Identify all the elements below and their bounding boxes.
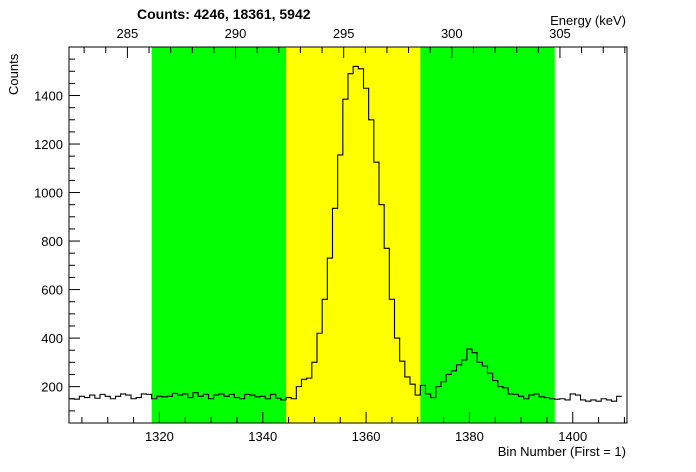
- y-tick-label: 800: [41, 234, 63, 249]
- x-tick-label: 1360: [352, 429, 381, 444]
- region-peak: [286, 47, 421, 423]
- y-tick-label: 1200: [34, 137, 63, 152]
- energy-tick-label: 290: [225, 26, 247, 41]
- axes: [68, 46, 628, 424]
- y-tick-label: 400: [41, 331, 63, 346]
- histogram-line: [69, 65, 622, 402]
- y-tick-label: 1000: [34, 186, 63, 201]
- energy-tick-label: 295: [333, 26, 355, 41]
- chart-title: Counts: 4246, 18361, 5942: [137, 6, 311, 22]
- energy-tick-label: 285: [117, 26, 139, 41]
- x-axis-title: Bin Number (First = 1): [498, 444, 626, 459]
- y-tick-label: 200: [41, 380, 63, 395]
- integration-regions: [151, 47, 555, 423]
- x-tick-label: 1320: [145, 429, 174, 444]
- x-tick-label: 1400: [558, 429, 587, 444]
- y-axis-title: Counts: [6, 53, 21, 95]
- energy-tick-label: 300: [441, 26, 463, 41]
- x-tick-label: 1340: [248, 429, 277, 444]
- tick-labels: 1320 1340 1360 1380 1400 285 290 295 300 305 200 40…: [34, 26, 587, 444]
- region-background-right: [420, 47, 555, 423]
- x-tick-label: 1380: [455, 429, 484, 444]
- y-tick-label: 1400: [34, 89, 63, 104]
- region-background-left: [151, 47, 286, 423]
- energy-tick-label: 305: [549, 26, 571, 41]
- histogram-series: [69, 65, 622, 402]
- y-tick-label: 600: [41, 283, 63, 298]
- plot-frame: [68, 46, 628, 424]
- energy-axis-title: Energy (keV): [550, 13, 626, 28]
